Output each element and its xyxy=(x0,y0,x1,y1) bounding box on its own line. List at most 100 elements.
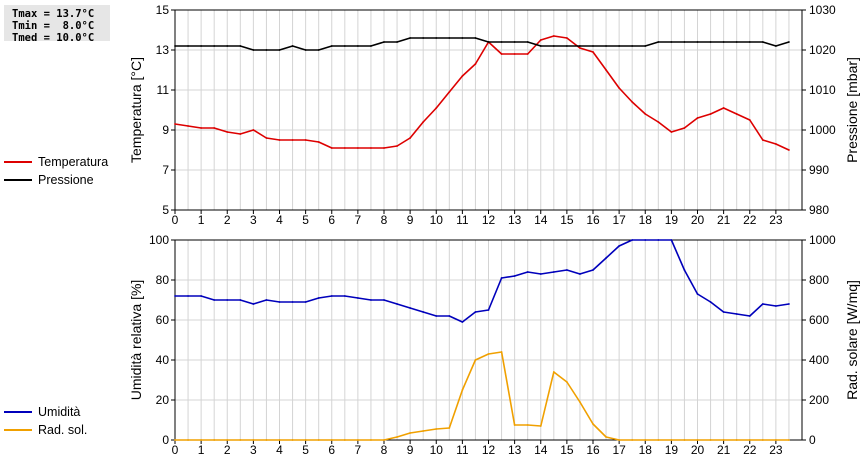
top-point-pressione xyxy=(435,37,438,39)
bottom-point-rad-sol xyxy=(722,439,725,441)
top-x-tick-label: 2 xyxy=(224,213,231,227)
top-point-pressione xyxy=(383,41,385,43)
top-point-pressione xyxy=(539,45,542,47)
bottom-y-axis-title: Umidità relativa [%] xyxy=(128,280,144,401)
top-point-temperatura xyxy=(774,143,777,145)
top-point-pressione xyxy=(474,37,477,39)
top-point-temperatura xyxy=(696,117,699,119)
top-point-temperatura xyxy=(356,147,359,149)
bottom-point-umidit xyxy=(592,269,594,271)
bottom-point-rad-sol xyxy=(291,439,294,441)
top-point-temperatura xyxy=(552,35,555,37)
top-point-pressione xyxy=(396,41,398,43)
stat-tmax: Tmax = 13.7°C xyxy=(12,8,95,20)
top-point-temperatura xyxy=(409,137,412,139)
legend-label-umidita: Umidità xyxy=(38,405,81,419)
top-point-temperatura xyxy=(239,133,242,135)
top-y-tick-label: 5 xyxy=(162,203,169,217)
bottom-point-rad-sol xyxy=(265,439,268,441)
bottom-y2-tick-label: 600 xyxy=(809,313,829,327)
bottom-x-tick-label: 17 xyxy=(612,443,626,457)
top-x-tick-label: 18 xyxy=(639,213,653,227)
bottom-x-tick-label: 1 xyxy=(198,443,205,457)
top-y2-tick-label: 1010 xyxy=(809,83,836,97)
bottom-point-umidit xyxy=(409,307,412,309)
top-point-temperatura xyxy=(226,131,229,133)
top-x-tick-label: 14 xyxy=(534,213,548,227)
bottom-y-tick-label: 60 xyxy=(156,313,170,327)
bottom-point-rad-sol xyxy=(565,381,568,383)
bottom-point-rad-sol xyxy=(422,430,425,432)
top-point-temperatura xyxy=(748,119,751,121)
legend-top: Temperatura Pressione xyxy=(4,153,108,189)
top-point-temperatura xyxy=(383,147,385,149)
top-point-pressione xyxy=(200,45,203,47)
bottom-y2-tick-label: 0 xyxy=(809,433,816,447)
bottom-point-rad-sol xyxy=(187,439,189,441)
top-y2-tick-label: 1030 xyxy=(809,3,836,17)
bottom-point-umidit xyxy=(513,275,516,277)
bottom-point-umidit xyxy=(200,295,203,297)
top-x-tick-label: 22 xyxy=(743,213,757,227)
bottom-x-tick-label: 23 xyxy=(769,443,783,457)
bottom-point-rad-sol xyxy=(670,439,673,441)
top-point-pressione xyxy=(174,45,176,47)
top-point-temperatura xyxy=(565,37,568,39)
bottom-point-umidit xyxy=(500,277,503,279)
top-point-temperatura xyxy=(448,91,451,93)
top-point-pressione xyxy=(683,41,686,43)
bottom-point-umidit xyxy=(370,299,372,301)
top-point-temperatura xyxy=(435,107,438,109)
bottom-point-rad-sol xyxy=(474,359,477,361)
bottom-x-tick-label: 13 xyxy=(508,443,522,457)
bottom-point-umidit xyxy=(788,303,790,305)
bottom-point-rad-sol xyxy=(657,439,660,441)
top-point-pressione xyxy=(513,41,516,43)
bottom-point-rad-sol xyxy=(605,436,607,438)
top-x-tick-label: 5 xyxy=(302,213,309,227)
bottom-point-rad-sol xyxy=(487,353,490,355)
top-point-temperatura xyxy=(631,101,634,103)
top-point-pressione xyxy=(356,45,359,47)
top-x-tick-label: 16 xyxy=(586,213,600,227)
top-point-temperatura xyxy=(422,121,425,123)
legend-swatch-radsol xyxy=(4,429,32,431)
top-point-pressione xyxy=(500,41,503,43)
stat-tmed: Tmed = 10.0°C xyxy=(12,32,95,44)
top-point-pressione xyxy=(657,41,660,43)
bottom-point-umidit xyxy=(735,313,738,315)
top-point-pressione xyxy=(526,41,529,43)
bottom-point-rad-sol xyxy=(696,439,699,441)
bottom-point-umidit xyxy=(644,239,647,241)
top-point-pressione xyxy=(448,37,451,39)
bottom-point-umidit xyxy=(748,315,751,317)
bottom-point-rad-sol xyxy=(330,439,333,441)
bottom-y2-axis-title: Rad. solare [W/mq] xyxy=(844,280,860,400)
top-y-tick-label: 13 xyxy=(156,43,170,57)
top-point-temperatura xyxy=(526,53,529,55)
top-point-pressione xyxy=(187,45,189,47)
bottom-point-umidit xyxy=(461,321,464,323)
bottom-point-rad-sol xyxy=(631,439,634,441)
top-y2-tick-label: 1020 xyxy=(809,43,836,57)
top-point-temperatura xyxy=(174,123,176,125)
top-series-line-temperatura xyxy=(174,35,790,151)
top-x-tick-label: 6 xyxy=(328,213,335,227)
bottom-point-umidit xyxy=(226,299,229,301)
bottom-point-umidit xyxy=(631,239,634,241)
top-point-pressione xyxy=(631,45,634,47)
top-point-pressione xyxy=(618,45,621,47)
bottom-point-umidit xyxy=(526,271,529,273)
top-point-pressione xyxy=(370,45,372,47)
bottom-x-tick-label: 16 xyxy=(586,443,600,457)
top-x-tick-label: 11 xyxy=(456,213,469,227)
bottom-point-umidit xyxy=(213,299,216,301)
top-point-pressione xyxy=(487,41,490,43)
bottom-point-umidit xyxy=(487,309,490,311)
bottom-point-umidit xyxy=(605,257,607,259)
top-point-temperatura xyxy=(761,139,764,141)
bottom-point-rad-sol xyxy=(435,428,438,430)
top-point-pressione xyxy=(304,49,307,51)
top-point-pressione xyxy=(239,45,242,47)
legend-item-temperatura: Temperatura xyxy=(4,153,108,171)
